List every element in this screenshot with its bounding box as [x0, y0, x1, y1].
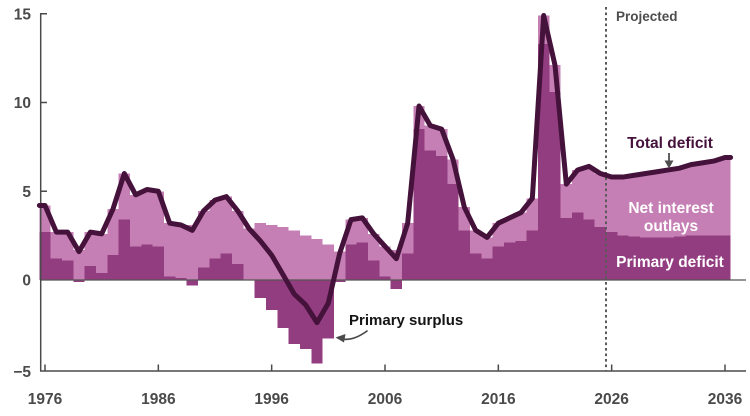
- y-tick-label: 5: [22, 184, 31, 201]
- primary-surplus-label: Primary surplus: [349, 312, 463, 329]
- y-axis-ticks: 15 10 5 0 −5: [13, 6, 47, 381]
- y-tick-label: 15: [14, 6, 32, 23]
- total-deficit-arrow-icon: [664, 153, 674, 169]
- x-tick-label: 1986: [141, 391, 176, 408]
- y-axis: 15 10 5 0 −5: [13, 6, 47, 381]
- x-tick-label: 2036: [708, 391, 743, 408]
- net-interest-label-line1: Net interest: [628, 200, 713, 217]
- x-tick-label: 2006: [368, 391, 403, 408]
- total-deficit-label: Total deficit: [627, 135, 713, 152]
- x-tick-label: 2026: [594, 391, 629, 408]
- x-tick-label: 1976: [28, 391, 63, 408]
- net-interest-label-line2: outlays: [644, 218, 698, 235]
- projected-label: Projected: [616, 9, 678, 24]
- y-tick-label: 10: [14, 95, 31, 112]
- primary-deficit-bars: [39, 43, 731, 364]
- x-axis: 1976 1986 1996 2006 2016 2026 2036: [28, 364, 746, 408]
- y-tick-label: −5: [13, 364, 31, 381]
- x-axis-ticks: 1976 1986 1996 2006 2016 2026 2036: [28, 364, 743, 408]
- x-tick-label: 1996: [254, 391, 289, 408]
- primary-surplus-arrow-icon: [335, 330, 368, 343]
- y-tick-label: 0: [22, 273, 31, 290]
- total-deficit-line-group: [36, 13, 734, 326]
- primary-deficit-label: Primary deficit: [616, 254, 724, 271]
- x-tick-label: 2016: [481, 391, 516, 408]
